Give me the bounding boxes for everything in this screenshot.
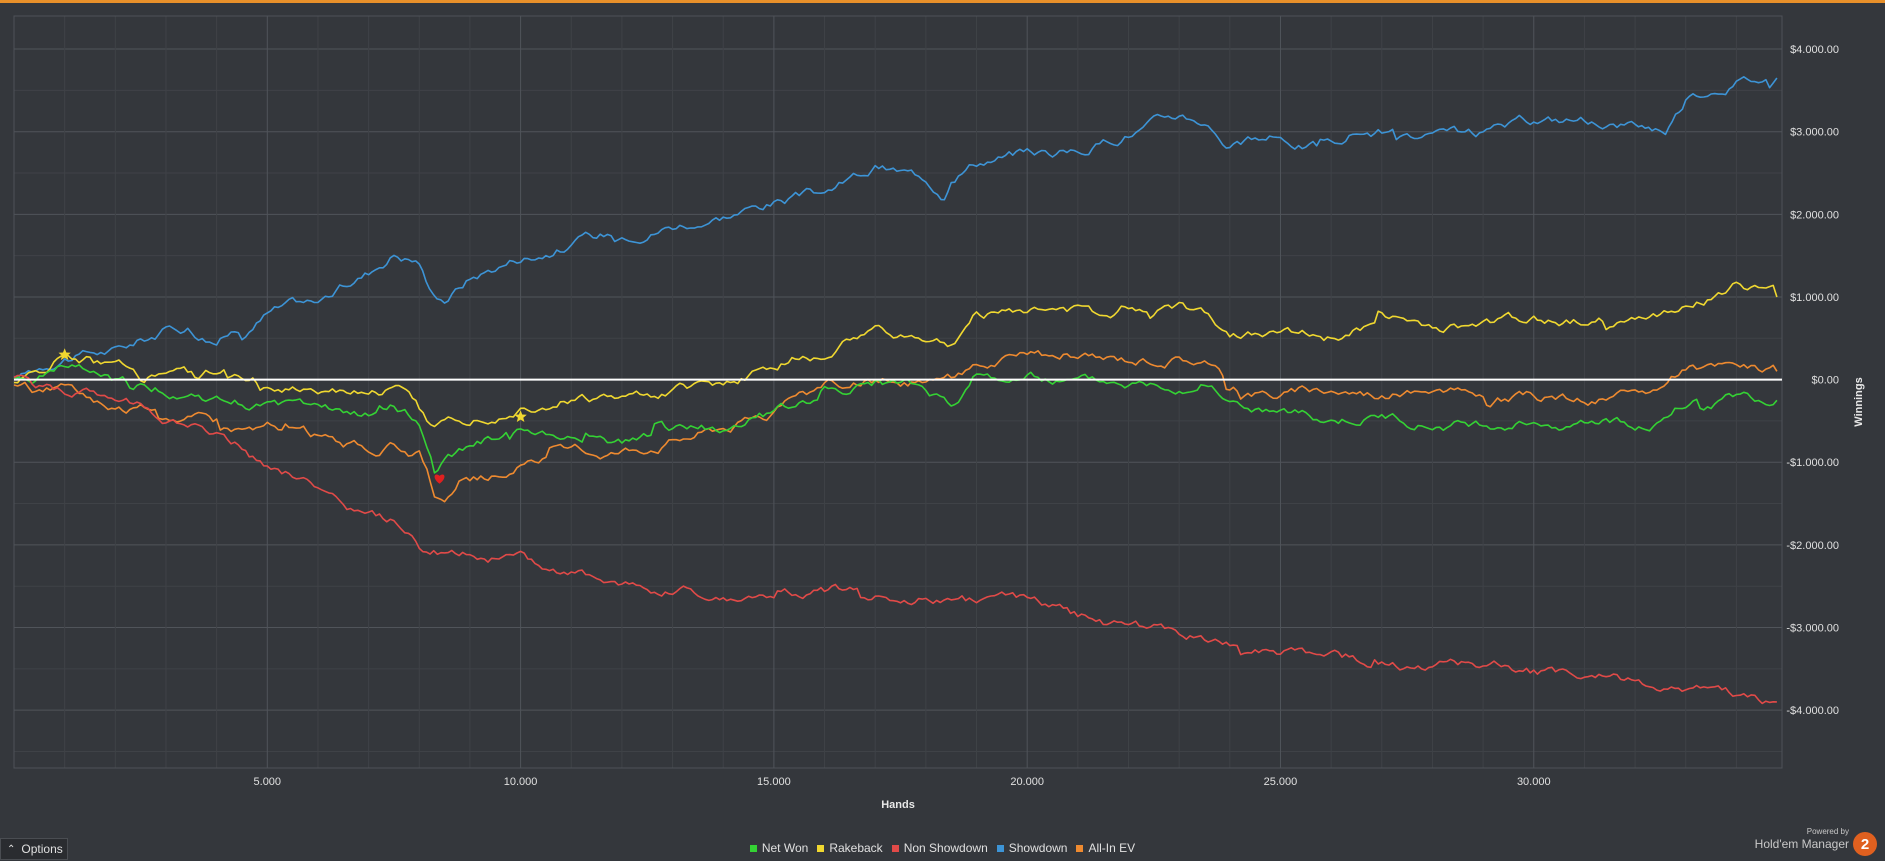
star-icon xyxy=(514,410,527,422)
y-tick-label: -$2.000.00 xyxy=(1786,540,1839,552)
hem-logo-icon: 2 xyxy=(1853,832,1877,856)
y-tick-label: -$4.000.00 xyxy=(1786,705,1839,717)
x-tick-label: 30.000 xyxy=(1517,776,1551,788)
legend-label: Showdown xyxy=(1008,841,1068,855)
x-axis-title: Hands xyxy=(881,799,915,811)
legend-label: All-In EV xyxy=(1088,841,1136,855)
legend-swatch xyxy=(891,844,899,852)
top-accent-bar xyxy=(0,0,1885,3)
powered-by-text: Powered by xyxy=(1806,827,1849,836)
options-button[interactable]: ⌃ Options xyxy=(0,838,68,860)
x-tick-label: 5.000 xyxy=(254,776,282,788)
series-line-non-showdown xyxy=(13,374,1777,705)
x-axis-ticks: 5.000 10.000 15.000 20.000 25.000 30.000 xyxy=(254,776,1551,788)
y-tick-label: -$1.000.00 xyxy=(1786,457,1839,469)
chevron-up-icon: ⌃ xyxy=(7,843,16,855)
legend-swatch xyxy=(996,844,1004,852)
series-line-showdown xyxy=(13,76,1778,380)
x-tick-label: 25.000 xyxy=(1264,776,1298,788)
legend-label: Non Showdown xyxy=(903,841,988,855)
y-tick-label: $0.00 xyxy=(1811,375,1839,387)
legend-label: Rakeback xyxy=(829,841,883,855)
legend-swatch xyxy=(817,844,825,852)
legend-label: Net Won xyxy=(761,841,809,855)
y-tick-label: $3.000.00 xyxy=(1790,127,1839,139)
series-line-rakeback xyxy=(13,281,1778,428)
legend-item-net-won[interactable]: Net Won xyxy=(749,841,809,855)
legend: Net Won Rakeback Non Showdown Showdown All-I… xyxy=(0,838,1885,858)
x-tick-label: 20.000 xyxy=(1010,776,1044,788)
plot-area xyxy=(13,15,1783,769)
y-axis-title: Winnings xyxy=(1853,377,1865,426)
legend-item-showdown[interactable]: Showdown xyxy=(996,841,1068,855)
branding: Powered by Hold'em Manager xyxy=(1755,827,1849,851)
x-tick-label: 15.000 xyxy=(757,776,791,788)
series-line-net-won xyxy=(13,364,1778,474)
x-tick-label: 10.000 xyxy=(504,776,538,788)
legend-swatch xyxy=(1076,844,1084,852)
annotation-markers xyxy=(58,348,527,484)
legend-item-rakeback[interactable]: Rakeback xyxy=(817,841,883,855)
y-tick-label: $4.000.00 xyxy=(1790,44,1839,56)
legend-item-non-showdown[interactable]: Non Showdown xyxy=(891,841,988,855)
options-label: Options xyxy=(21,842,63,856)
grid xyxy=(14,16,1782,768)
star-icon xyxy=(58,348,71,361)
product-name: Hold'em Manager xyxy=(1754,837,1849,851)
y-tick-label: $2.000.00 xyxy=(1790,209,1839,221)
heart-icon xyxy=(434,474,445,484)
y-tick-label: -$3.000.00 xyxy=(1786,623,1839,635)
legend-swatch xyxy=(749,844,757,852)
legend-item-all-in-ev[interactable]: All-In EV xyxy=(1076,841,1135,855)
y-axis-ticks: $4.000.00 $3.000.00 $2.000.00 $1.000.00 $0.0… xyxy=(1786,44,1839,717)
y-tick-label: $1.000.00 xyxy=(1790,292,1839,304)
series-lines xyxy=(13,76,1778,705)
series-line-all-in-ev xyxy=(13,350,1778,503)
